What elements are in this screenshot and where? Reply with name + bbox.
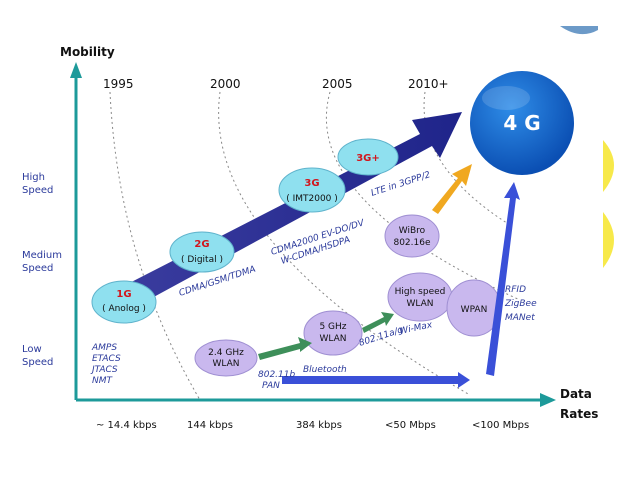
year-guide-2005 — [325, 91, 521, 301]
tech-wimax: Wi-Max — [399, 320, 434, 337]
bubble-3g-plus-title: 3G+ — [356, 153, 380, 164]
speed-medium-line2: Speed — [22, 263, 53, 274]
tech-manet: MANet — [505, 313, 535, 323]
bubble-1g — [91, 280, 157, 324]
bubble-wibro — [384, 214, 440, 258]
tech-zigbee: ZigBee — [504, 299, 537, 309]
tech-rfid: RFID — [505, 285, 526, 295]
bubble-3g-title: 3G — [304, 178, 319, 189]
year-guide-1995 — [109, 91, 201, 401]
arrow-wlan5-to-highspeed — [362, 312, 394, 333]
tech-1g-line4: NMT — [92, 376, 113, 386]
wlan-high-speed-line1: High speed — [395, 287, 446, 297]
bubble-wlan-24ghz — [194, 339, 258, 377]
arrow-low-speed-to-4g — [282, 372, 470, 388]
year-label-2005: 2005 — [322, 77, 353, 91]
bubble-2g-sub: ( Digital ) — [181, 255, 223, 265]
speed-low-line2: Speed — [22, 357, 53, 368]
year-guide-2000 — [218, 91, 471, 396]
y-axis-arrowhead — [70, 62, 82, 78]
speed-low-line1: Low — [22, 344, 42, 355]
bubble-3g — [278, 167, 346, 213]
speed-high-line1: High — [22, 172, 45, 183]
year-label-1995: 1995 — [103, 77, 134, 91]
arrow-wpan-up-to-4g — [486, 182, 520, 376]
4g-sphere — [470, 71, 574, 175]
tech-1g-line2: ETACS — [92, 354, 121, 364]
wlan-5ghz-line1: 5 GHz — [319, 322, 346, 332]
tech-80211b: 802.11b — [258, 370, 295, 380]
wlan-5ghz-line2: WLAN — [319, 334, 346, 344]
tech-1g-line3: JTACS — [90, 365, 118, 375]
right-edge-decoration-top — [603, 140, 614, 192]
x-axis-arrowhead — [540, 393, 556, 407]
rate-label-144kbps: 144 kbps — [187, 420, 233, 431]
4g-label: 4 G — [503, 111, 540, 135]
wibro-line1: WiBro — [399, 226, 426, 236]
rate-label-384kbps: 384 kbps — [296, 420, 342, 431]
tech-bluetooth: Bluetooth — [303, 365, 347, 375]
wlan-24ghz-line2: WLAN — [212, 359, 239, 369]
arrow-wibro-to-4g — [432, 164, 472, 214]
wpan-label: WPAN — [461, 305, 488, 315]
year-guide-2010 — [423, 91, 511, 226]
wlan-24ghz-line1: 2.4 GHz — [208, 348, 244, 358]
bubble-wlan-5ghz — [303, 310, 363, 356]
bubble-2g — [169, 231, 235, 273]
rate-label-14kbps: ~ 14.4 kbps — [96, 420, 157, 431]
tech-1g-line1: AMPS — [91, 343, 117, 353]
speed-medium-line1: Medium — [22, 250, 62, 261]
corner-globe-decoration — [560, 26, 598, 35]
bubble-2g-title: 2G — [194, 239, 209, 250]
x-axis-title-line1: Data — [560, 387, 592, 401]
rate-label-50mbps: <50 Mbps — [385, 420, 436, 431]
bubble-1g-title: 1G — [116, 289, 131, 300]
bubble-3g-plus — [337, 138, 399, 176]
bubble-wlan-high-speed — [387, 272, 453, 322]
wlan-high-speed-line2: WLAN — [406, 299, 433, 309]
rate-label-100mbps: <100 Mbps — [472, 420, 529, 431]
bubble-1g-sub: ( Anolog ) — [102, 304, 146, 314]
wibro-line2: 802.16e — [393, 238, 430, 248]
bubble-3g-sub: ( IMT2000 ) — [286, 194, 338, 204]
arrow-wlan24-to-wlan5 — [258, 337, 312, 360]
tech-pan: PAN — [262, 381, 280, 391]
y-axis-title: Mobility — [60, 45, 115, 59]
speed-high-line2: Speed — [22, 185, 53, 196]
year-label-2010: 2010+ — [408, 77, 449, 91]
4g-sphere-highlight — [482, 86, 530, 110]
x-axis-title-line2: Rates — [560, 407, 598, 421]
right-edge-decoration-bottom — [603, 212, 614, 268]
year-label-2000: 2000 — [210, 77, 241, 91]
